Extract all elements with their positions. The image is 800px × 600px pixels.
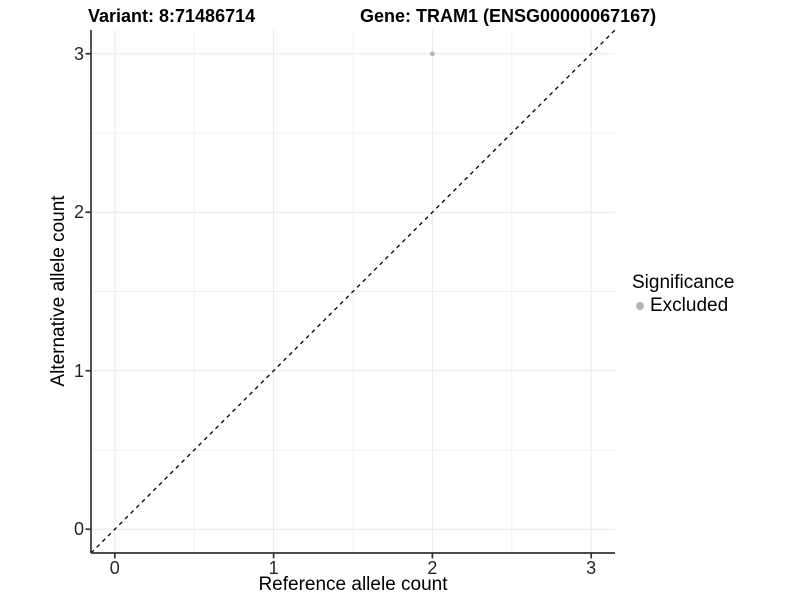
gene-title: Gene: TRAM1 (ENSG00000067167) bbox=[360, 6, 657, 26]
x-tick-label-3: 3 bbox=[586, 558, 597, 578]
y-tick-label-2: 2 bbox=[73, 202, 84, 223]
legend-item-label: Excluded bbox=[650, 295, 729, 316]
y-axis-title: Alternative allele count bbox=[48, 195, 69, 387]
x-tick-label-2: 2 bbox=[427, 558, 438, 578]
y-tick-label-3: 3 bbox=[73, 43, 84, 64]
legend-item-excluded: Excluded bbox=[632, 295, 734, 316]
x-axis-title: Reference allele count bbox=[258, 574, 448, 595]
identity-dashed-line bbox=[90, 29, 616, 554]
x-tick-label-1: 1 bbox=[268, 558, 279, 578]
y-tick-label-0: 0 bbox=[73, 519, 84, 540]
legend: Significance Excluded bbox=[632, 272, 734, 316]
legend-title: Significance bbox=[632, 272, 735, 293]
excluded-point-marker-icon bbox=[635, 302, 644, 310]
legend-key bbox=[632, 302, 647, 310]
data-point-excluded bbox=[429, 51, 435, 57]
variant-title: Variant: 8:71486714 bbox=[88, 6, 256, 26]
y-tick-label-1: 1 bbox=[73, 360, 84, 381]
x-tick-label-0: 0 bbox=[109, 558, 120, 578]
